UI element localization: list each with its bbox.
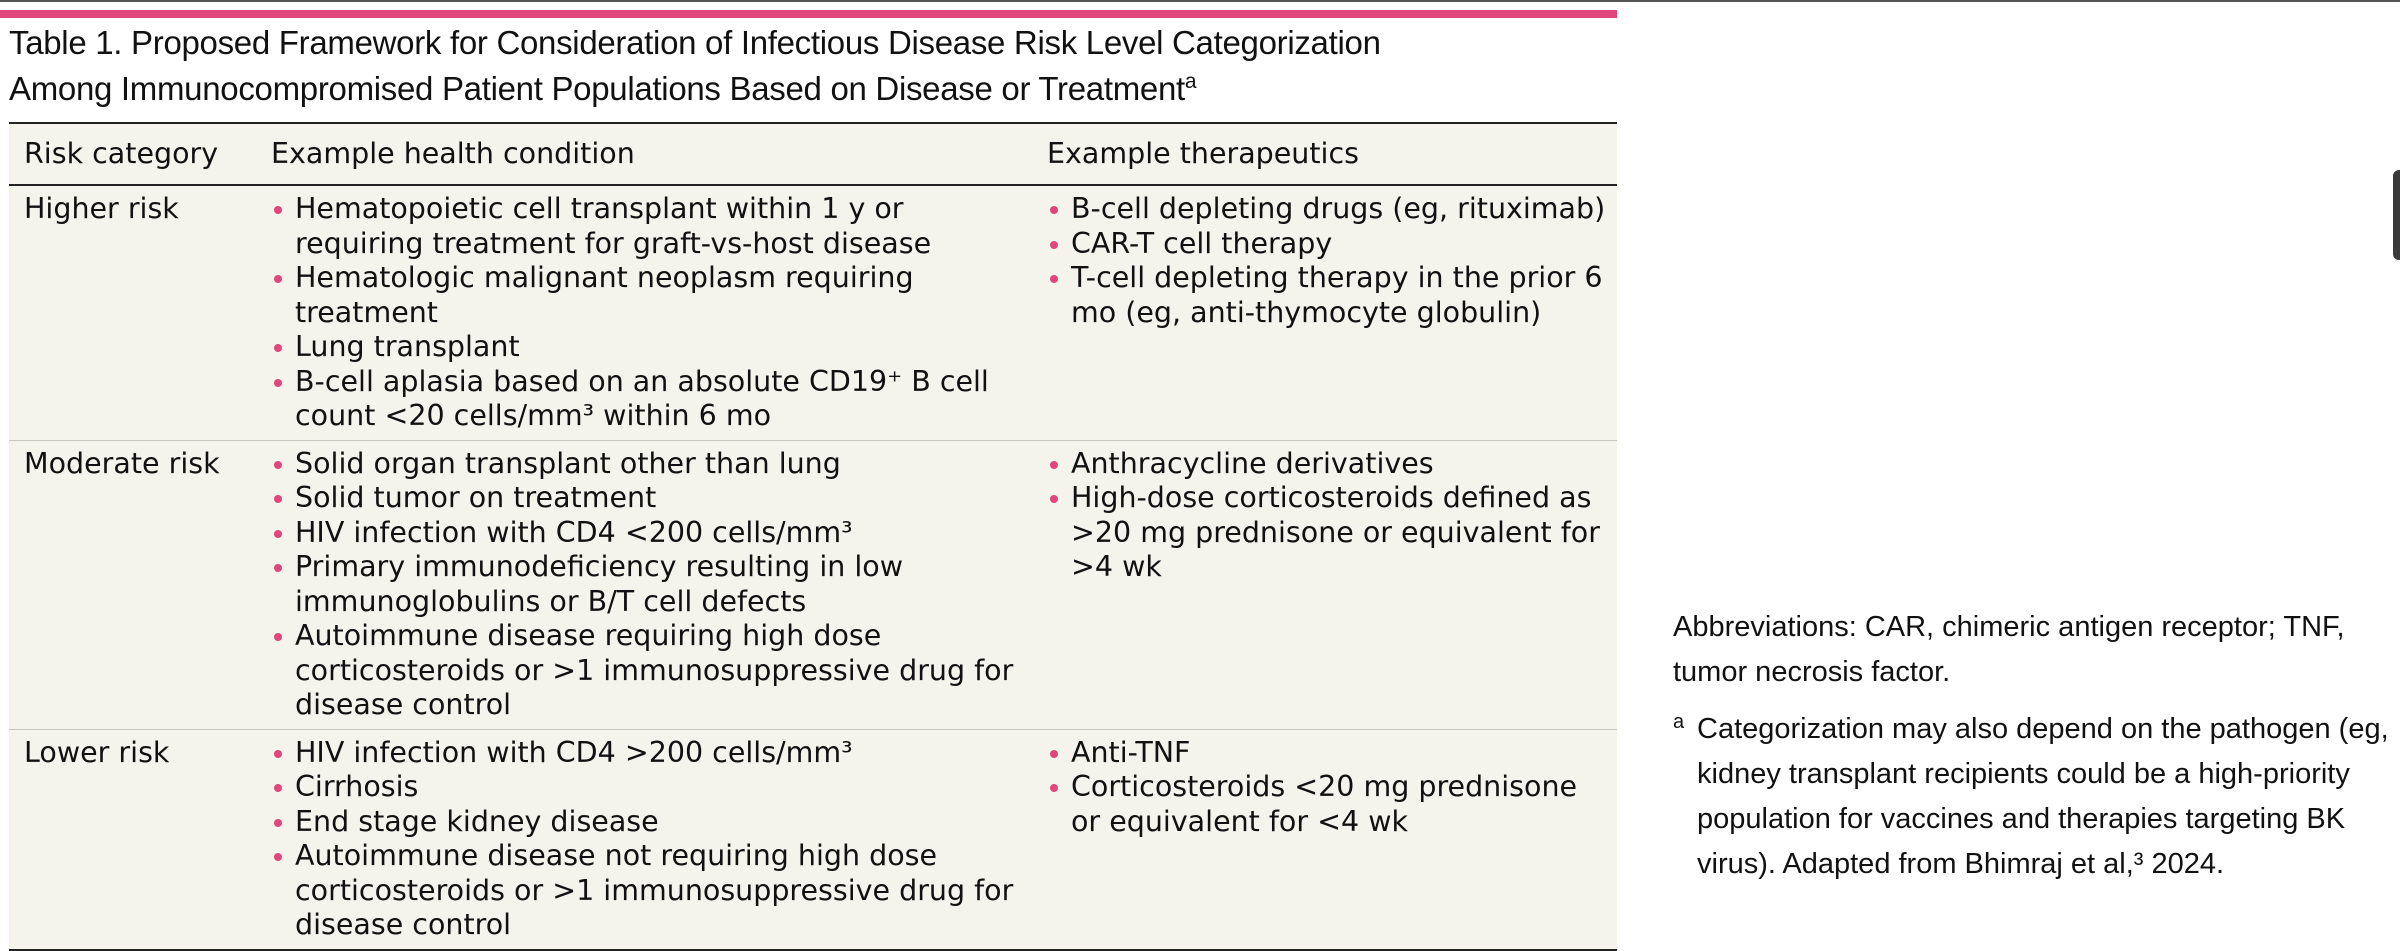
- footnote-marker: a: [1673, 711, 1685, 733]
- table-row-higher-risk: Higher risk Hematopoietic cell transplan…: [9, 185, 1617, 441]
- table-header-row: Risk category Example health condition E…: [9, 122, 1617, 186]
- list-item: B-cell aplasia based on an absolute CD19…: [271, 365, 1026, 434]
- header-therapeutics: Example therapeutics: [1032, 122, 1617, 186]
- risk-category-cell: Moderate risk: [9, 440, 256, 730]
- list-item: Autoimmune disease not requiring high do…: [271, 839, 1026, 943]
- table-title: Table 1. Proposed Framework for Consider…: [9, 20, 1609, 112]
- list-item: Solid tumor on treatment: [271, 481, 1026, 516]
- conditions-list: Hematopoietic cell transplant within 1 y…: [271, 192, 1026, 434]
- list-item: HIV infection with CD4 <200 cells/mm³: [271, 516, 1026, 551]
- list-item: CAR-T cell therapy: [1047, 227, 1611, 262]
- list-item: End stage kidney disease: [271, 805, 1026, 840]
- list-item: Lung transplant: [271, 330, 1026, 365]
- conditions-cell: Hematopoietic cell transplant within 1 y…: [256, 185, 1032, 441]
- accent-bar: [0, 10, 1617, 18]
- list-item: Hematologic malignant neoplasm requiring…: [271, 261, 1026, 330]
- therapeutics-list: Anthracycline derivatives High-dose cort…: [1047, 447, 1611, 585]
- conditions-list: HIV infection with CD4 >200 cells/mm³ Ci…: [271, 736, 1026, 943]
- risk-framework-table: Risk category Example health condition E…: [9, 122, 1617, 951]
- top-divider: [0, 0, 2400, 2]
- list-item: Solid organ transplant other than lung: [271, 447, 1026, 482]
- list-item: High-dose corticosteroids defined as >20…: [1047, 481, 1611, 585]
- table-row-moderate-risk: Moderate risk Solid organ transplant oth…: [9, 440, 1617, 730]
- list-item: Anti-TNF: [1047, 736, 1611, 771]
- footnote-text: Categorization may also depend on the pa…: [1697, 713, 2389, 880]
- scroll-handle[interactable]: [2393, 170, 2400, 260]
- table-title-line2-text: Among Immunocompromised Patient Populati…: [9, 70, 1185, 107]
- footnote: a Categorization may also depend on the …: [1673, 707, 2393, 887]
- list-item: Corticosteroids <20 mg prednisone or equ…: [1047, 770, 1611, 839]
- therapeutics-list: B-cell depleting drugs (eg, rituximab) C…: [1047, 192, 1611, 330]
- list-item: HIV infection with CD4 >200 cells/mm³: [271, 736, 1026, 771]
- list-item: Hematopoietic cell transplant within 1 y…: [271, 192, 1026, 261]
- table-row-lower-risk: Lower risk HIV infection with CD4 >200 c…: [9, 729, 1617, 951]
- conditions-list: Solid organ transplant other than lung S…: [271, 447, 1026, 723]
- header-risk-category: Risk category: [9, 122, 256, 186]
- table-notes: Abbreviations: CAR, chimeric antigen rec…: [1673, 605, 2393, 887]
- list-item: T-cell depleting therapy in the prior 6 …: [1047, 261, 1611, 330]
- therapeutics-cell: B-cell depleting drugs (eg, rituximab) C…: [1032, 185, 1617, 441]
- list-item: Anthracycline derivatives: [1047, 447, 1611, 482]
- risk-category-cell: Lower risk: [9, 729, 256, 951]
- list-item: Autoimmune disease requiring high dose c…: [271, 619, 1026, 723]
- risk-category-cell: Higher risk: [9, 185, 256, 441]
- list-item: Primary immunodeficiency resulting in lo…: [271, 550, 1026, 619]
- title-footnote-marker: a: [1184, 70, 1197, 93]
- table-title-line2: Among Immunocompromised Patient Populati…: [9, 66, 1609, 112]
- therapeutics-cell: Anthracycline derivatives High-dose cort…: [1032, 440, 1617, 730]
- conditions-cell: Solid organ transplant other than lung S…: [256, 440, 1032, 730]
- header-health-condition: Example health condition: [256, 122, 1032, 186]
- therapeutics-list: Anti-TNF Corticosteroids <20 mg predniso…: [1047, 736, 1611, 840]
- list-item: B-cell depleting drugs (eg, rituximab): [1047, 192, 1611, 227]
- list-item: Cirrhosis: [271, 770, 1026, 805]
- abbreviations-note: Abbreviations: CAR, chimeric antigen rec…: [1673, 611, 2345, 688]
- therapeutics-cell: Anti-TNF Corticosteroids <20 mg predniso…: [1032, 729, 1617, 951]
- conditions-cell: HIV infection with CD4 >200 cells/mm³ Ci…: [256, 729, 1032, 951]
- table-title-line1: Table 1. Proposed Framework for Consider…: [9, 24, 1381, 61]
